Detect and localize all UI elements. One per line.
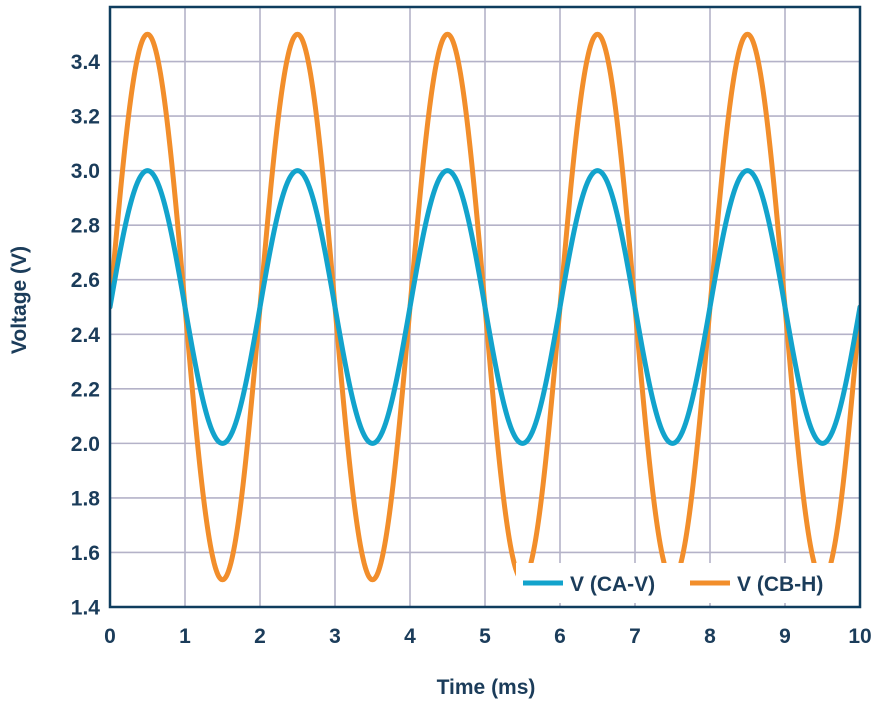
x-tick-label-9: 9 bbox=[779, 625, 791, 648]
y-tick-label-3: 3.0 bbox=[71, 160, 100, 183]
y-tick-label-3-2: 3.2 bbox=[71, 106, 100, 129]
x-tick-label-1: 1 bbox=[179, 625, 191, 648]
y-tick-label-2: 2.0 bbox=[71, 433, 100, 456]
y-tick-label-1-4: 1.4 bbox=[71, 597, 101, 620]
legend-background bbox=[516, 563, 852, 603]
y-tick-label-2-6: 2.6 bbox=[71, 269, 100, 292]
x-axis-title: Time (ms) bbox=[437, 676, 536, 699]
legend: V (CA-V) V (CB-H) bbox=[516, 563, 852, 603]
y-tick-label-2-2: 2.2 bbox=[71, 378, 100, 401]
y-tick-label-2-8: 2.8 bbox=[71, 215, 101, 238]
x-tick-label-2: 2 bbox=[254, 625, 266, 648]
x-tick-label-10: 10 bbox=[848, 625, 871, 648]
series-line-ca-v bbox=[110, 168, 860, 446]
x-tick-label-8: 8 bbox=[704, 625, 716, 648]
x-tick-label-6: 6 bbox=[554, 625, 566, 648]
x-tick-label-4: 4 bbox=[404, 625, 416, 648]
tick-layer: 0 1 2 3 4 5 6 7 8 9 10 1.4 1.6 1.8 2.0 2.2 2.4 2.6 2.8 3.0 3… bbox=[71, 51, 872, 648]
x-tick-label-0: 0 bbox=[104, 625, 116, 648]
x-tick-label-5: 5 bbox=[479, 625, 491, 648]
y-tick-label-3-4: 3.4 bbox=[71, 51, 101, 74]
plot-frame bbox=[108, 5, 862, 609]
y-tick-label-1-6: 1.6 bbox=[71, 542, 100, 565]
y-tick-label-1-8: 1.8 bbox=[71, 487, 101, 510]
series-layer bbox=[110, 31, 860, 583]
y-tick-label-2-4: 2.4 bbox=[71, 324, 101, 347]
legend-label-ca-v: V (CA-V) bbox=[570, 573, 655, 596]
y-axis-title: Voltage (V) bbox=[8, 246, 31, 354]
x-tick-label-3: 3 bbox=[329, 625, 341, 648]
x-tick-label-7: 7 bbox=[629, 625, 641, 648]
legend-label-cb-h: V (CB-H) bbox=[737, 573, 823, 596]
